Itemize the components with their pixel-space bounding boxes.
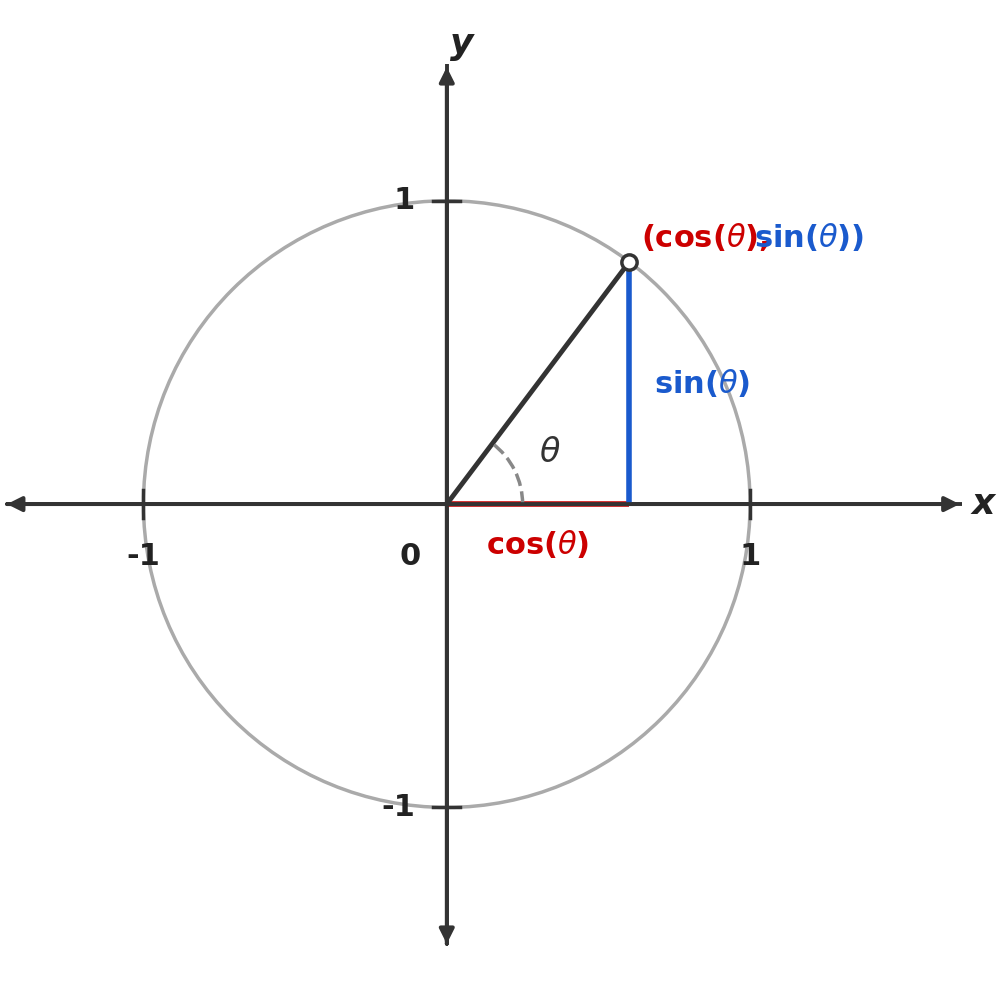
Text: x: x: [972, 487, 995, 521]
Text: (cos($\theta$),: (cos($\theta$),: [641, 221, 770, 253]
Text: 1: 1: [394, 186, 415, 215]
Text: -1: -1: [381, 793, 415, 822]
Text: 0: 0: [400, 542, 421, 571]
Text: $\theta$: $\theta$: [539, 436, 561, 469]
Text: sin($\theta$): sin($\theta$): [654, 367, 750, 399]
Text: y: y: [450, 27, 474, 61]
Text: sin($\theta$)): sin($\theta$)): [754, 221, 864, 253]
Text: 1: 1: [739, 542, 761, 571]
Text: -1: -1: [127, 542, 160, 571]
Text: cos($\theta$): cos($\theta$): [486, 528, 590, 560]
